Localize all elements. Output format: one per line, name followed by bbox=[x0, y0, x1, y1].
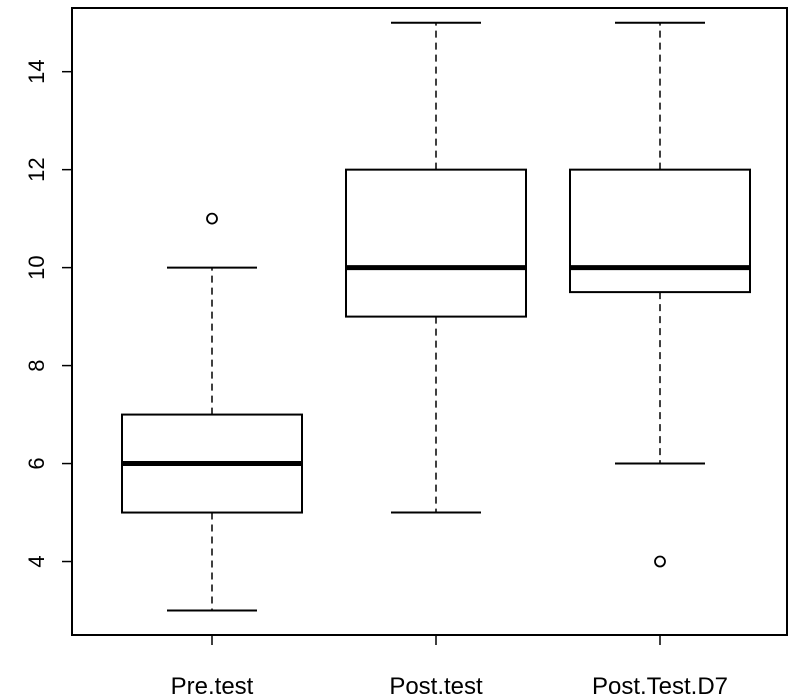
iqr-box bbox=[345, 168, 527, 318]
y-axis: 4 6 8 10 12 14 bbox=[24, 59, 73, 568]
iqr-box bbox=[569, 168, 751, 294]
x-tick-label: Pre.test bbox=[171, 673, 254, 700]
y-tick-label: 4 bbox=[24, 555, 49, 567]
plot-frame bbox=[71, 7, 788, 636]
box-post-test bbox=[345, 21, 527, 514]
y-tick-label: 10 bbox=[24, 255, 49, 279]
y-tick-label: 6 bbox=[24, 457, 49, 469]
box-post-test-d7 bbox=[569, 21, 751, 568]
x-tick-label: Post.test bbox=[389, 673, 483, 700]
boxes-group bbox=[121, 21, 751, 612]
box-pre-test bbox=[121, 212, 303, 612]
x-axis: Pre.test Post.test Post.Test.D7 bbox=[72, 634, 787, 700]
outlier-point bbox=[206, 212, 218, 225]
outlier-point bbox=[654, 555, 666, 568]
y-tick-label: 12 bbox=[24, 157, 49, 181]
y-tick-label: 14 bbox=[24, 59, 49, 83]
y-tick-label: 8 bbox=[24, 359, 49, 371]
x-tick-label: Post.Test.D7 bbox=[592, 673, 728, 700]
